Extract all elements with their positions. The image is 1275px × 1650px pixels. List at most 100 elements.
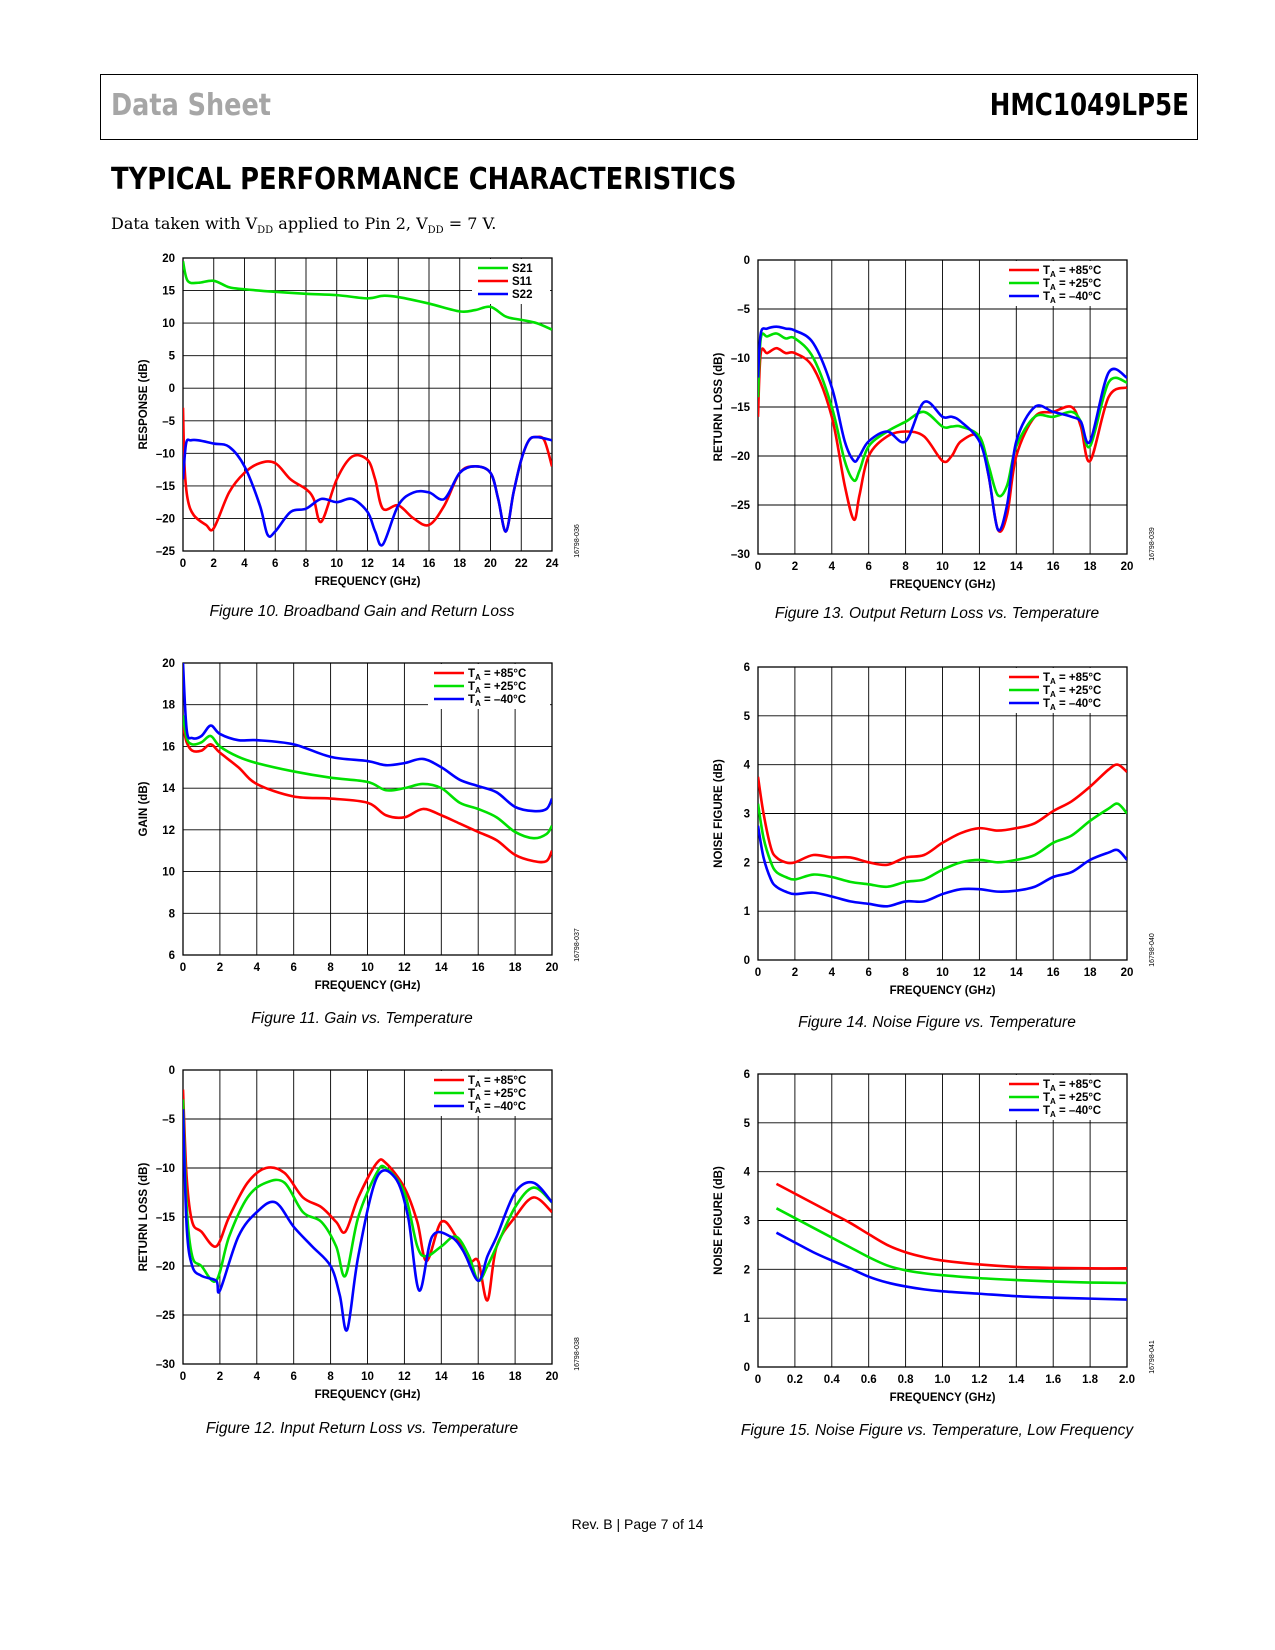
legend-label: TA = +85°C [468, 1075, 526, 1089]
x-tick-label: 1.0 [935, 1374, 951, 1386]
y-tick-label: 6 [744, 662, 750, 674]
figure-code: 16798-038 [574, 1337, 581, 1371]
x-tick-label: 20 [546, 962, 559, 974]
series-line-40 [183, 663, 552, 813]
figure-code: 16798-040 [1149, 933, 1156, 967]
figure-caption: Figure 14. Noise Figure vs. Temperature [798, 1014, 1076, 1031]
x-tick-label: 0 [180, 558, 186, 570]
y-tick-label: 1 [744, 906, 751, 918]
section-title: TYPICAL PERFORMANCE CHARACTERISTICS [111, 162, 737, 197]
series-line-40 [775, 1231, 1127, 1301]
x-tick-label: 8 [902, 967, 909, 979]
legend-label: TA = +85°C [1043, 672, 1101, 686]
x-tick-label: 10 [936, 967, 949, 979]
y-tick-label: –5 [162, 1114, 175, 1126]
y-axis-label: RETURN LOSS (dB) [138, 1163, 150, 1272]
y-tick-label: 2 [744, 857, 750, 869]
legend-label: TA = +25°C [1043, 278, 1101, 292]
series-line-25 [775, 1207, 1127, 1285]
header-box [100, 74, 1198, 140]
x-tick-label: 0 [180, 1371, 186, 1383]
x-tick-label: 1.6 [1045, 1374, 1061, 1386]
legend-label: TA = +85°C [1043, 1079, 1101, 1093]
legend-label: S22 [512, 289, 532, 301]
x-tick-label: 0.6 [861, 1374, 877, 1386]
y-axis-label: NOISE FIGURE (dB) [713, 759, 725, 868]
series-line-S22 [183, 435, 552, 547]
x-axis-label: FREQUENCY (GHz) [890, 985, 996, 997]
x-tick-label: 18 [453, 558, 466, 570]
x-tick-label: 0 [755, 967, 761, 979]
x-tick-label: 12 [973, 561, 986, 573]
x-tick-label: 14 [435, 1371, 448, 1383]
y-tick-label: 10 [162, 867, 175, 879]
legend-label: TA = –40°C [1043, 698, 1101, 712]
series-line-85 [775, 1182, 1127, 1270]
y-tick-label: –25 [156, 546, 176, 558]
y-tick-label: –15 [156, 1212, 176, 1224]
x-tick-label: 20 [1121, 967, 1134, 979]
series-line-S21 [183, 260, 552, 331]
y-tick-label: 20 [162, 253, 175, 265]
series-line-85 [183, 1089, 552, 1302]
x-tick-label: 6 [290, 1371, 296, 1383]
x-tick-label: 10 [361, 962, 374, 974]
x-tick-label: 14 [1010, 561, 1023, 573]
series-line-25 [758, 332, 1127, 498]
x-tick-label: 16 [472, 962, 485, 974]
legend-label: TA = –40°C [468, 694, 526, 708]
x-tick-label: 20 [546, 1371, 559, 1383]
y-tick-label: –25 [156, 1310, 176, 1322]
plot-frame [757, 1073, 1128, 1368]
y-tick-label: –20 [156, 513, 175, 525]
x-tick-label: 6 [272, 558, 278, 570]
x-tick-label: 0.8 [898, 1374, 915, 1386]
x-tick-label: 14 [435, 962, 448, 974]
y-tick-label: 5 [744, 711, 751, 723]
x-tick-label: 2 [792, 561, 798, 573]
header-part-number: HMC1049LP5E [989, 88, 1189, 123]
x-tick-label: 20 [1121, 561, 1134, 573]
y-tick-label: –15 [731, 402, 751, 414]
x-tick-label: 2 [217, 962, 223, 974]
y-tick-label: –30 [731, 549, 750, 561]
y-tick-label: 0 [744, 955, 750, 967]
x-tick-label: 1.4 [1008, 1374, 1025, 1386]
x-tick-label: 18 [509, 962, 522, 974]
y-tick-label: 10 [162, 318, 175, 330]
y-tick-label: 2 [744, 1264, 750, 1276]
series-line-85 [183, 725, 552, 864]
y-axis-label: GAIN (dB) [138, 781, 150, 836]
y-tick-label: 0 [744, 255, 750, 267]
x-tick-label: 6 [865, 561, 871, 573]
series-line-25 [183, 714, 552, 840]
intro-text: Data taken with VDD applied to Pin 2, VD… [111, 214, 497, 237]
x-tick-label: 2 [211, 558, 217, 570]
x-tick-label: 8 [327, 1371, 334, 1383]
x-tick-label: 0 [180, 962, 186, 974]
x-tick-label: 1.8 [1082, 1374, 1099, 1386]
y-tick-label: 0 [169, 383, 175, 395]
plot-frame [182, 662, 553, 956]
y-tick-label: 20 [162, 658, 175, 670]
x-tick-label: 22 [515, 558, 528, 570]
x-tick-label: 8 [303, 558, 310, 570]
y-tick-label: 15 [162, 286, 175, 298]
y-axis-label: RETURN LOSS (dB) [713, 353, 725, 462]
x-tick-label: 4 [241, 558, 248, 570]
x-tick-label: 6 [865, 967, 871, 979]
page-footer: Rev. B | Page 7 of 14 [571, 1516, 704, 1532]
y-tick-label: –5 [737, 304, 750, 316]
x-tick-label: 12 [398, 1371, 411, 1383]
x-tick-label: 10 [936, 561, 949, 573]
y-tick-label: 14 [162, 783, 175, 795]
x-tick-label: 18 [509, 1371, 522, 1383]
x-tick-label: 10 [361, 1371, 374, 1383]
plot-frame [182, 257, 553, 552]
x-axis-label: FREQUENCY (GHz) [315, 1389, 421, 1401]
x-tick-label: 6 [290, 962, 296, 974]
x-tick-label: 4 [829, 561, 836, 573]
legend-label: S11 [512, 276, 532, 288]
